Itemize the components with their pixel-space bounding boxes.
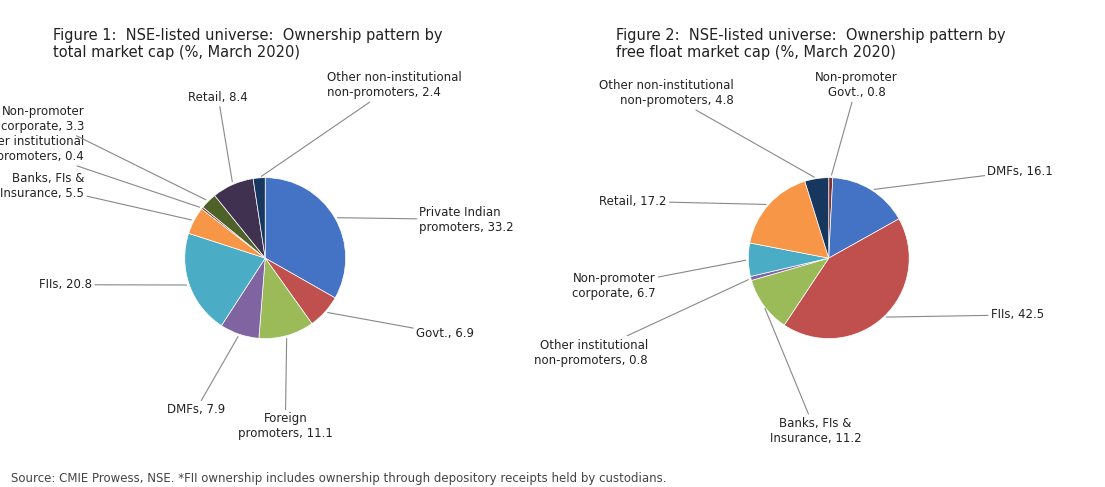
Wedge shape: [259, 258, 312, 338]
Text: Retail, 17.2: Retail, 17.2: [599, 195, 766, 208]
Wedge shape: [265, 178, 346, 298]
Wedge shape: [265, 258, 335, 323]
Text: DMFs, 7.9: DMFs, 7.9: [167, 337, 238, 416]
Wedge shape: [214, 179, 265, 258]
Text: FIIs, 42.5: FIIs, 42.5: [886, 308, 1044, 321]
Wedge shape: [185, 233, 265, 326]
Text: Source: CMIE Prowess, NSE. *FII ownership includes ownership through depository : Source: CMIE Prowess, NSE. *FII ownershi…: [11, 471, 666, 485]
Text: DMFs, 16.1: DMFs, 16.1: [874, 165, 1053, 189]
Text: Govt., 6.9: Govt., 6.9: [328, 313, 474, 340]
Text: Private Indian
promoters, 33.2: Private Indian promoters, 33.2: [337, 206, 514, 234]
Text: Non-promoter
corporate, 6.7: Non-promoter corporate, 6.7: [572, 260, 746, 300]
Wedge shape: [203, 195, 265, 258]
Wedge shape: [189, 209, 265, 258]
Text: Other institutional
non-promoters, 0.4: Other institutional non-promoters, 0.4: [0, 135, 200, 207]
Wedge shape: [829, 178, 899, 258]
Wedge shape: [785, 219, 909, 338]
Wedge shape: [804, 178, 829, 258]
Text: Other non-institutional
non-promoters, 4.8: Other non-institutional non-promoters, 4…: [599, 79, 814, 177]
Text: Non-promoter
Govt., 0.8: Non-promoter Govt., 0.8: [815, 72, 898, 175]
Wedge shape: [253, 178, 265, 258]
Wedge shape: [221, 258, 265, 338]
Text: Figure 2:  NSE-listed universe:  Ownership pattern by
free float market cap (%, : Figure 2: NSE-listed universe: Ownership…: [617, 28, 1006, 60]
Text: Non-promoter
corporate, 3.3: Non-promoter corporate, 3.3: [1, 105, 206, 200]
Text: Other non-institutional
non-promoters, 2.4: Other non-institutional non-promoters, 2…: [262, 72, 462, 176]
Text: Banks, FIs &
Insurance, 5.5: Banks, FIs & Insurance, 5.5: [0, 172, 191, 220]
Wedge shape: [201, 207, 265, 258]
Text: FIIs, 20.8: FIIs, 20.8: [39, 278, 187, 291]
Text: Banks, FIs &
Insurance, 11.2: Banks, FIs & Insurance, 11.2: [765, 308, 861, 445]
Wedge shape: [748, 243, 829, 277]
Text: Retail, 8.4: Retail, 8.4: [188, 91, 249, 182]
Wedge shape: [750, 258, 829, 281]
Wedge shape: [829, 178, 833, 258]
Text: Foreign
promoters, 11.1: Foreign promoters, 11.1: [238, 338, 333, 440]
Text: Figure 1:  NSE-listed universe:  Ownership pattern by
total market cap (%, March: Figure 1: NSE-listed universe: Ownership…: [53, 28, 442, 60]
Wedge shape: [750, 181, 829, 258]
Wedge shape: [751, 258, 829, 325]
Text: Other institutional
non-promoters, 0.8: Other institutional non-promoters, 0.8: [534, 280, 748, 367]
